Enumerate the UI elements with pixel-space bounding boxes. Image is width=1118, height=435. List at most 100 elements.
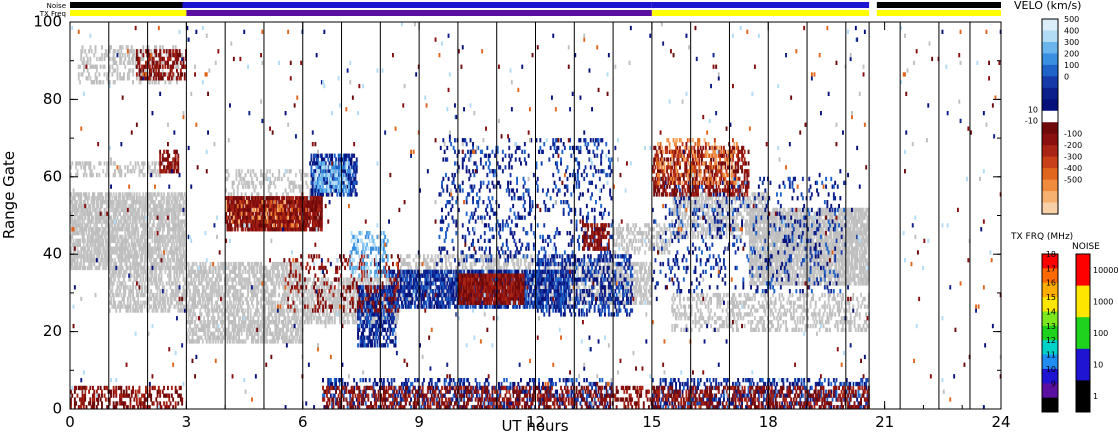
data-cell <box>642 273 645 278</box>
data-cell <box>84 196 87 201</box>
data-cell <box>247 312 249 317</box>
data-cell <box>112 250 115 255</box>
data-cell <box>446 265 449 271</box>
data-cell <box>412 258 415 263</box>
data-cell <box>128 196 131 201</box>
data-cell <box>115 269 118 274</box>
data-cell <box>370 281 372 286</box>
data-cell <box>117 192 120 197</box>
data-cell <box>525 265 528 271</box>
data-cell <box>190 308 193 313</box>
data-cell <box>439 254 442 259</box>
data-cell <box>203 285 206 290</box>
data-cell <box>147 223 150 228</box>
data-cell <box>116 200 119 205</box>
data-cell <box>227 277 230 282</box>
data-cell <box>170 234 173 240</box>
data-cell <box>214 339 217 344</box>
data-cell <box>274 292 277 298</box>
data-cell <box>582 281 584 286</box>
data-cell <box>120 172 123 178</box>
data-cell <box>125 242 128 247</box>
data-cell <box>176 254 178 259</box>
data-cell <box>151 215 154 220</box>
data-cell <box>189 289 191 294</box>
data-cell <box>157 223 160 228</box>
data-cell <box>80 258 83 263</box>
data-cell <box>89 227 92 232</box>
data-cell <box>168 231 171 236</box>
data-cell <box>151 269 154 274</box>
data-cell <box>251 261 253 267</box>
data-cell <box>114 265 116 271</box>
data-cell <box>212 273 215 278</box>
data-cell <box>106 261 109 267</box>
data-cell <box>470 265 473 271</box>
data-cell <box>178 234 181 240</box>
data-cell <box>165 246 168 251</box>
data-cell <box>173 242 176 247</box>
data-cell <box>120 261 123 267</box>
data-cell <box>165 261 168 267</box>
data-cell <box>450 261 453 267</box>
data-cell <box>135 289 138 294</box>
data-cell <box>176 203 178 209</box>
data-cell <box>141 254 143 259</box>
data-cell <box>167 300 169 305</box>
data-cell <box>137 269 140 274</box>
data-cell <box>174 296 177 302</box>
data-cell <box>178 281 181 286</box>
data-cell <box>155 161 158 166</box>
data-cell <box>307 300 310 305</box>
data-cell <box>578 285 581 290</box>
data-cell <box>636 269 639 274</box>
data-cell <box>172 211 175 216</box>
data-cell <box>367 277 370 282</box>
data-cell <box>139 215 142 220</box>
data-cell <box>88 265 90 271</box>
data-cell <box>141 207 143 213</box>
data-cell <box>222 296 225 302</box>
data-cell <box>178 238 181 243</box>
data-cell <box>155 80 158 85</box>
data-cell <box>181 300 184 305</box>
data-cell <box>111 238 114 243</box>
data-cell <box>73 203 76 209</box>
data-cell <box>163 215 165 220</box>
data-cell <box>95 56 98 62</box>
data-cell <box>124 289 127 294</box>
data-cell <box>73 219 76 224</box>
data-cell <box>169 80 172 85</box>
data-cell <box>108 261 111 267</box>
data-cell <box>148 203 151 209</box>
data-cell <box>85 254 88 259</box>
data-cell <box>102 265 105 271</box>
data-cell <box>112 219 115 224</box>
data-cell <box>155 250 158 255</box>
data-cell <box>143 219 146 224</box>
data-cell <box>173 231 176 236</box>
data-cell <box>642 277 645 282</box>
data-cell <box>119 250 121 255</box>
data-cell <box>121 200 124 205</box>
data-cell <box>120 285 123 290</box>
data-cell <box>73 265 76 271</box>
data-cell <box>174 219 177 224</box>
data-cell <box>138 200 141 205</box>
data-cell <box>99 192 102 197</box>
data-cell <box>256 296 259 302</box>
data-cell <box>88 227 90 232</box>
data-cell <box>633 292 636 298</box>
data-cell <box>164 80 167 85</box>
data-cell <box>177 192 180 197</box>
data-cell <box>90 219 93 224</box>
data-cell <box>257 261 260 267</box>
data-cell <box>141 265 143 271</box>
data-cell <box>217 339 220 344</box>
data-cell <box>106 215 109 220</box>
data-cell <box>88 258 90 263</box>
data-cell <box>128 203 131 209</box>
data-cell <box>133 254 136 259</box>
data-cell <box>117 203 120 209</box>
data-cell <box>354 312 357 317</box>
